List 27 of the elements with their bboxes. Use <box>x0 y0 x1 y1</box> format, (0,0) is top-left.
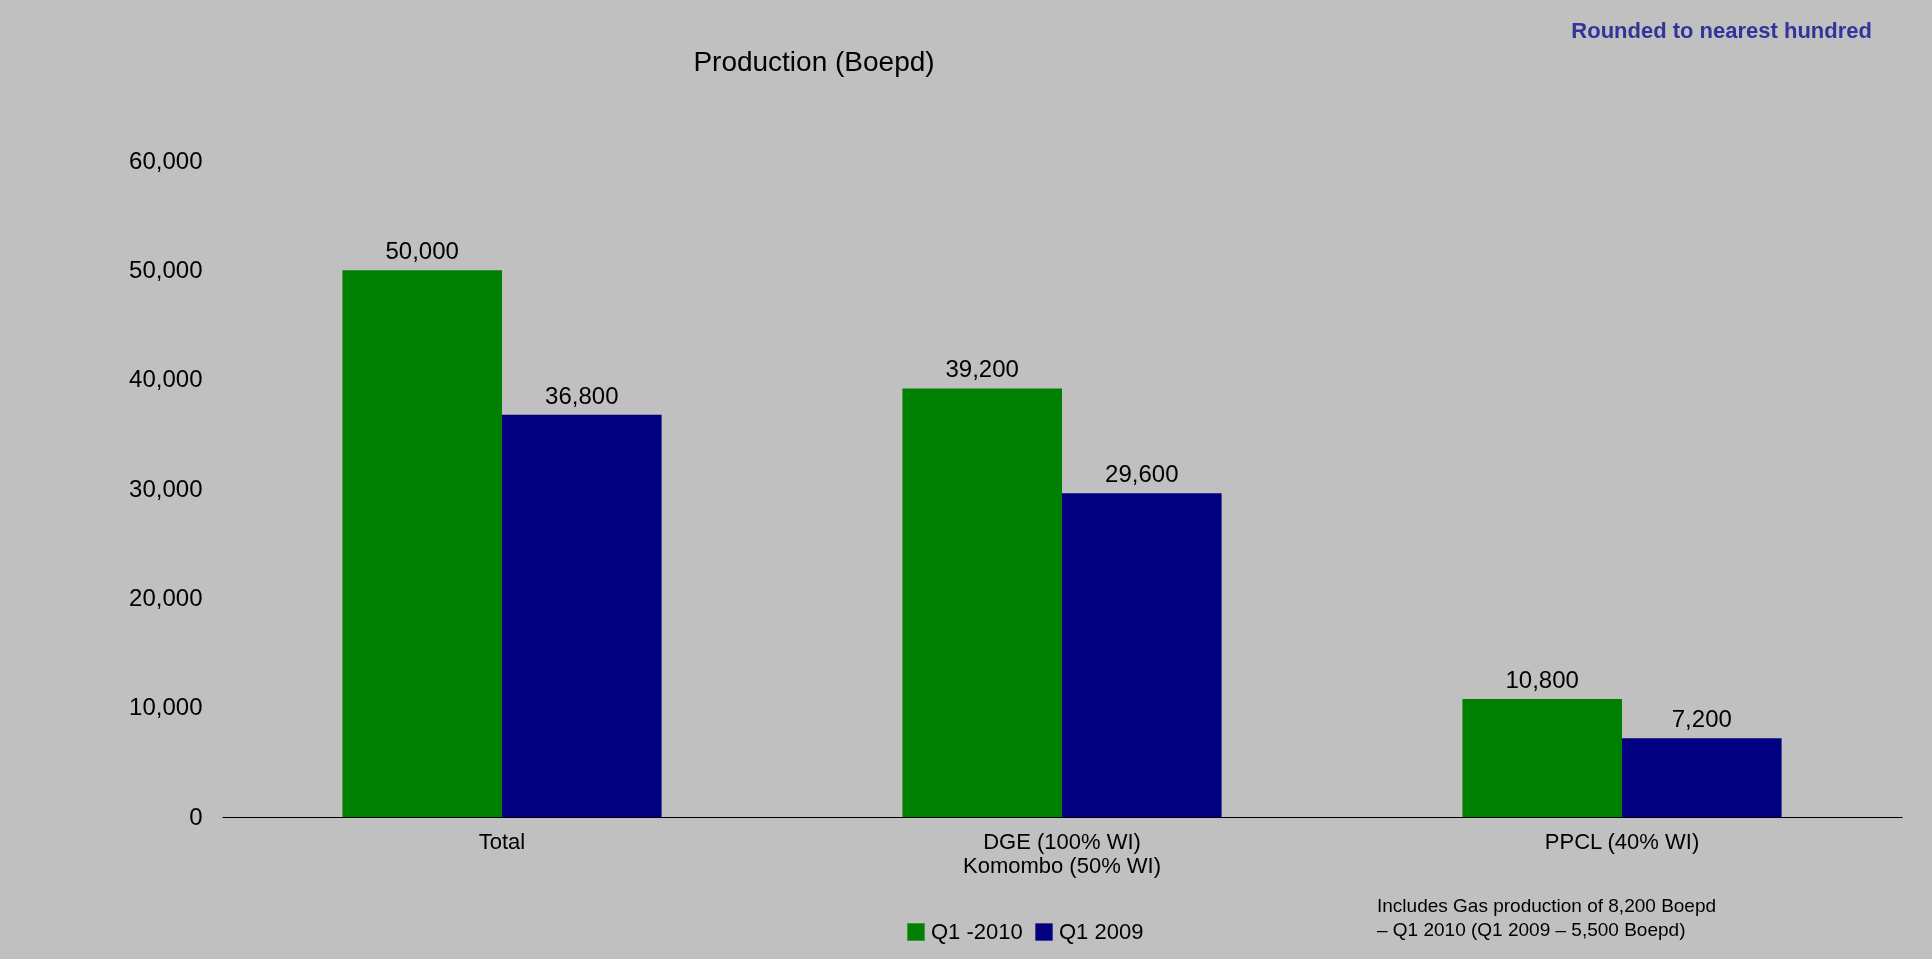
legend-label: Q1 2009 <box>1059 919 1144 944</box>
y-tick-label: 20,000 <box>129 583 203 611</box>
legend-label: Q1 -2010 <box>931 919 1023 944</box>
y-tick-label: 60,000 <box>129 146 203 174</box>
data-label: 7,200 <box>1671 705 1732 733</box>
bar <box>1462 698 1622 817</box>
data-label: 36,800 <box>545 381 619 409</box>
bar <box>1062 493 1222 817</box>
bar <box>342 270 502 817</box>
x-tick-label: PPCL (40% WI) <box>1544 828 1700 854</box>
bar <box>902 388 1062 817</box>
bar <box>502 414 662 817</box>
data-label: 29,600 <box>1105 460 1179 488</box>
y-tick-label: 50,000 <box>129 255 203 283</box>
y-tick-label: 40,000 <box>129 365 203 393</box>
y-tick-label: 10,000 <box>129 693 203 721</box>
y-tick-label: 30,000 <box>129 474 203 502</box>
x-tick-label: Total <box>478 828 526 854</box>
text: Includes Gas production of 8,200 Boepd – Q1 2010 (Q1 2009 – 5,500 Boepd) <box>1377 895 1717 940</box>
y-tick-label: 0 <box>189 802 203 830</box>
bar <box>1622 738 1782 817</box>
data-label: 10,800 <box>1505 665 1579 693</box>
data-label: 39,200 <box>945 355 1019 383</box>
data-label: 50,000 <box>385 237 459 265</box>
chart-title: Production (Boepd) <box>693 46 935 77</box>
text: Rounded to nearest hundred <box>1571 18 1872 43</box>
x-tick-label: DGE (100% WI) Komombo (50% WI) <box>962 828 1162 878</box>
